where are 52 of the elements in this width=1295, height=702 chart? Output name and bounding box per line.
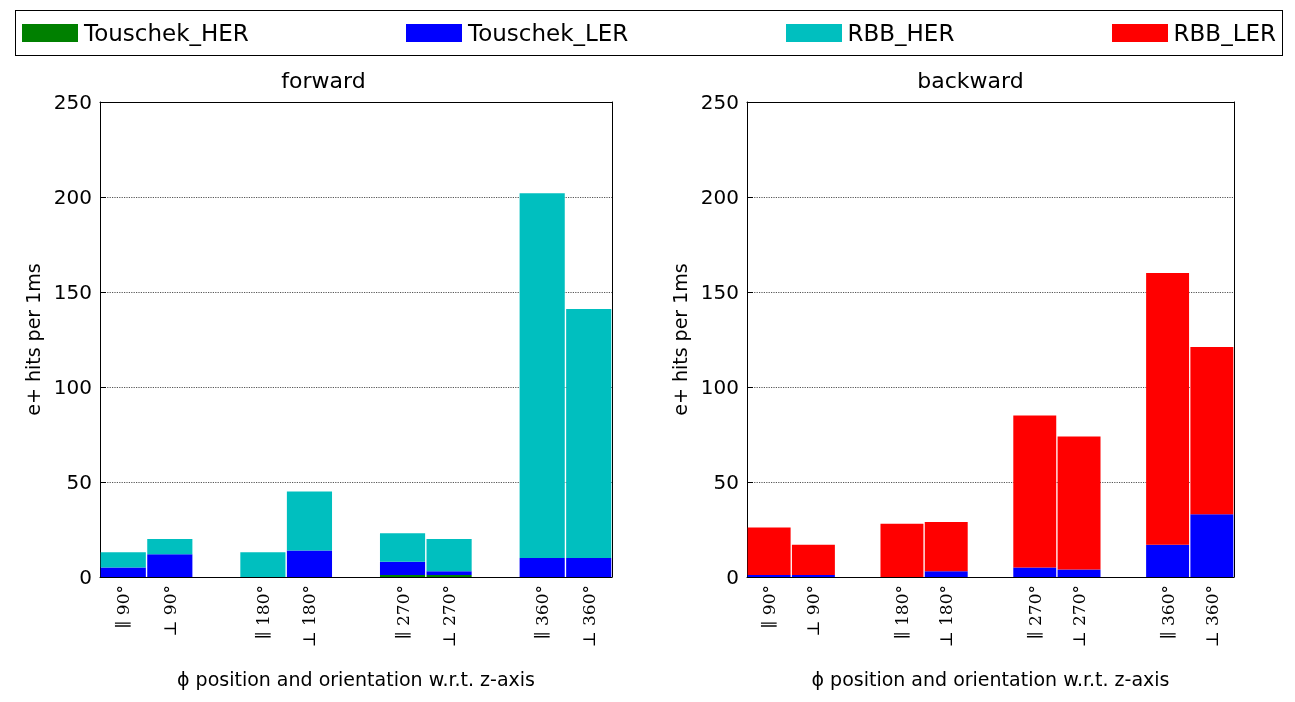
x-axis-title: ϕ position and orientation w.r.t. z-axis: [811, 667, 1170, 690]
y-tick-label: 250: [700, 90, 739, 114]
x-tick-label: ⊥ 90°: [803, 585, 824, 637]
bar: [240, 552, 286, 577]
x-tick-label: ⊥ 270°: [1069, 585, 1090, 648]
bar: [426, 571, 472, 576]
y-axis-title: e+ hits per 1ms: [668, 263, 691, 416]
y-tick-label: 100: [53, 375, 92, 399]
x-tick-label: ⊥ 90°: [159, 585, 180, 637]
x-tick-label: ⊥ 270°: [439, 585, 460, 648]
y-tick-label: 200: [700, 185, 739, 209]
x-tick-label: ∥ 360°: [1157, 585, 1178, 640]
y-tick-label: 150: [700, 280, 739, 304]
y-tick-label: 0: [79, 565, 92, 589]
bar: [1013, 567, 1057, 577]
bar: [426, 539, 472, 572]
y-tick-label: 50: [66, 470, 92, 494]
chart-title: backward: [917, 67, 1024, 93]
legend-label: RBB_HER: [847, 20, 955, 46]
x-tick-label: ∥ 270°: [392, 585, 413, 640]
x-tick-label: ∥ 90°: [113, 585, 134, 629]
x-tick-label: ∥ 90°: [759, 585, 780, 629]
x-tick-label: ∥ 270°: [1024, 585, 1045, 640]
chart-title: forward: [281, 67, 366, 93]
x-tick-label: ∥ 180°: [891, 585, 912, 640]
x-tick-label: ⊥ 180°: [299, 585, 320, 648]
bar: [286, 491, 333, 551]
y-tick-label: 0: [726, 565, 739, 589]
y-tick-label: 250: [53, 90, 92, 114]
bar: [286, 550, 333, 577]
y-axis-title: e+ hits per 1ms: [21, 263, 44, 416]
y-tick-label: 50: [713, 470, 739, 494]
x-tick-label: ∥ 180°: [252, 585, 273, 640]
bar: [924, 521, 968, 572]
x-tick-label: ⊥ 180°: [936, 585, 957, 648]
y-tick-label: 200: [53, 185, 92, 209]
legend-label: Touschek_HER: [84, 20, 249, 46]
legend-label: Touschek_LER: [468, 20, 629, 46]
y-tick-label: 150: [53, 280, 92, 304]
x-tick-label: ∥ 360°: [532, 585, 553, 640]
bar: [1057, 569, 1101, 577]
x-tick-label: ⊥ 360°: [1201, 585, 1222, 648]
bar: [1057, 436, 1101, 570]
bar: [880, 523, 924, 577]
legend-label: RBB_LER: [1173, 20, 1276, 46]
bar: [924, 571, 968, 577]
x-axis-title: ϕ position and orientation w.r.t. z-axis: [177, 667, 535, 690]
bar: [379, 533, 426, 562]
x-tick-label: ⊥ 360°: [578, 585, 599, 648]
y-tick-label: 100: [700, 375, 739, 399]
bar: [1013, 415, 1057, 568]
bar: [379, 561, 426, 576]
